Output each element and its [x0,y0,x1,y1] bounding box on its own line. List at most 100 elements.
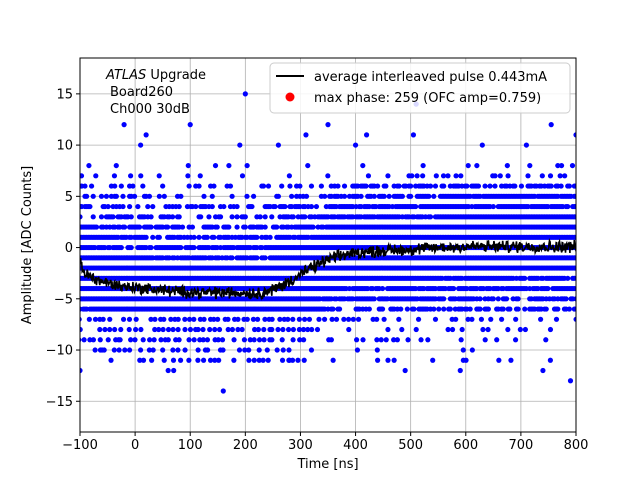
sample-point [122,347,128,353]
sample-point [305,162,311,169]
sample-point [363,183,369,189]
sample-point [405,337,411,343]
sample-point [182,326,188,333]
sample-point [366,306,372,312]
sample-point [128,214,134,220]
sample-point [158,337,164,343]
sample-point [257,214,263,220]
sample-point [256,347,262,353]
sample-point-outlier [479,142,485,148]
sample-point [264,347,270,353]
x-tick-label: −100 [62,438,98,453]
sample-point [110,214,116,220]
x-tick-label: 700 [508,438,533,453]
sample-point [566,183,572,189]
sample-point [221,203,227,210]
sample-point [186,337,192,343]
sample-point [474,162,480,169]
sample-point [187,326,194,333]
sample-point [488,316,494,322]
sample-point-outlier [391,357,397,363]
sample-point [379,285,386,292]
sample-point [161,357,167,363]
sample-point [135,203,141,210]
sample-point [146,347,152,353]
sample-point [131,193,138,199]
sample-point [420,162,426,169]
sample-point [191,316,197,322]
sample-point-outlier [410,132,417,138]
sample-point [449,326,456,333]
sample-point [197,173,203,179]
sample-point [235,326,241,333]
sample-point [249,203,255,210]
x-tick-label: 100 [178,438,203,453]
sample-point [152,316,158,322]
sample-point [297,183,303,189]
sample-point-outlier [121,122,127,128]
sample-point [216,326,223,333]
sample-point [193,203,199,210]
sample-point [185,173,191,179]
sample-point [522,306,528,312]
legend-label-max-phase: max phase: 259 (OFC amp=0.759) [314,91,541,106]
sample-point [295,357,301,363]
sample-point [318,183,324,189]
sample-point [138,326,144,333]
sample-point [191,244,197,251]
sample-point [86,162,92,169]
sample-point [140,337,146,343]
sample-point [251,193,257,199]
sample-point [300,326,307,333]
sample-point [274,224,280,230]
sample-point [197,337,203,343]
sample-point [156,173,162,179]
sample-point [244,193,250,199]
sample-point [128,337,134,343]
sample-point [374,316,380,322]
sample-point [290,337,296,343]
sample-point-outlier [308,347,315,353]
sample-point-outlier [187,122,193,128]
sample-point [226,224,232,230]
sample-point [182,347,188,353]
sample-point [451,285,457,292]
sample-point [211,316,217,322]
sample-point-outlier [220,388,226,394]
annotation-upgrade: Upgrade [146,68,206,83]
sample-point [195,357,201,363]
y-tick-label: −5 [54,292,73,307]
sample-point [330,357,336,363]
sample-point [566,306,572,312]
sample-point [396,316,402,322]
sample-point [242,347,248,353]
sample-point [265,183,272,189]
sample-point-outlier [237,142,243,148]
sample-point [225,326,231,333]
sample-point [126,326,132,333]
sample-point [186,316,193,322]
average-pulse-line [80,238,576,301]
sample-point [205,347,211,353]
sample-point [490,296,496,302]
sample-point [107,316,113,322]
sample-point [204,337,211,343]
sample-point [214,224,220,230]
sample-point [517,326,523,333]
sample-point [126,316,133,322]
sample-point [573,214,576,220]
sample-point [175,326,181,333]
sample-point [477,296,483,302]
sample-point-outlier [242,91,248,97]
sample-point [460,347,466,353]
sample-point [132,337,138,343]
sample-point [374,347,380,353]
sample-point [573,193,576,199]
sample-point [301,357,307,363]
sample-point [254,234,260,240]
sample-point-outlier [127,347,133,353]
sample-point [255,326,262,333]
sample-point [137,347,144,353]
sample-point [191,234,197,240]
sample-point [399,193,405,199]
